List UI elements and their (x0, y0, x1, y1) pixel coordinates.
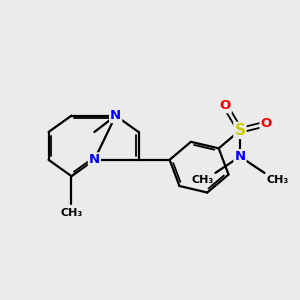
Text: CH₃: CH₃ (60, 208, 82, 218)
Text: O: O (220, 99, 231, 112)
Text: O: O (260, 117, 272, 130)
Text: S: S (235, 123, 245, 138)
Text: CH₃: CH₃ (266, 175, 288, 184)
Text: N: N (110, 109, 121, 122)
Text: N: N (89, 153, 100, 166)
Text: CH₃: CH₃ (191, 175, 214, 184)
Text: N: N (234, 150, 245, 163)
